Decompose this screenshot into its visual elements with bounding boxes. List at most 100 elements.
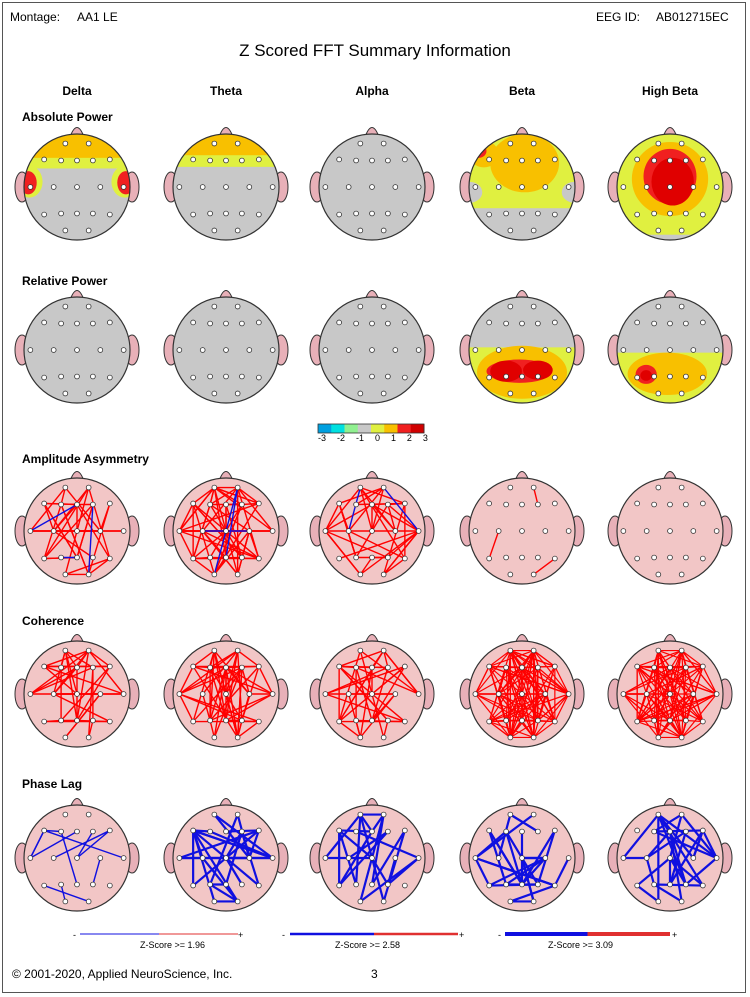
electrode [269, 855, 276, 861]
connection-line [225, 666, 273, 695]
electrode [176, 184, 183, 190]
electrode [667, 501, 673, 508]
connection-line [192, 830, 216, 902]
connection-line [509, 720, 523, 738]
topo-map-0-1 [163, 127, 289, 241]
electrode [107, 827, 113, 834]
electrode [683, 501, 689, 508]
electrode [246, 855, 253, 861]
electrode [223, 691, 229, 697]
electrode [507, 484, 514, 491]
electrode [519, 501, 525, 508]
electrode [58, 157, 64, 164]
electrode [85, 140, 92, 147]
electrode [552, 663, 558, 670]
electrode [85, 811, 92, 818]
electrode [336, 555, 342, 562]
zscore-label-3: Z-Score >= 3.09 [548, 940, 614, 950]
electrode [223, 855, 229, 861]
electrode [74, 320, 80, 327]
electrode [507, 140, 514, 147]
electrode [322, 691, 329, 697]
electrode [678, 571, 685, 578]
connection-line [209, 486, 239, 506]
electrode [27, 855, 34, 861]
electrode [353, 554, 359, 561]
electrode [211, 484, 218, 491]
connection-line [554, 693, 570, 722]
electrode [542, 691, 549, 697]
electrode [90, 320, 96, 327]
electrode [336, 374, 342, 381]
connection-line [60, 487, 67, 505]
electrode [402, 374, 408, 381]
connection-line [636, 666, 648, 695]
electrode [542, 184, 549, 190]
connection-line [646, 665, 704, 695]
topo-map-2-3 [459, 471, 585, 585]
connection-line [544, 693, 556, 722]
electrode [530, 390, 537, 397]
connection-line [488, 530, 500, 559]
connection-line [521, 829, 556, 886]
connection-line [213, 650, 250, 695]
electrode [62, 390, 69, 397]
row-label-phase-lag: Phase Lag [22, 777, 83, 791]
connection-line [324, 487, 361, 532]
connection-line [681, 650, 704, 667]
electrode [503, 501, 509, 508]
connection-line [474, 650, 511, 695]
electrode [62, 734, 69, 741]
colorscale-segment [318, 424, 332, 433]
electrode [107, 374, 113, 381]
connection-line [324, 813, 362, 859]
head-outline [468, 133, 576, 241]
connection-line [636, 857, 671, 887]
electrode [234, 898, 241, 905]
electrode [678, 390, 685, 397]
electrode [176, 528, 183, 534]
electrode [700, 827, 706, 834]
zscore-minus: - [73, 930, 76, 940]
head-outline [616, 640, 724, 748]
electrode [634, 211, 640, 218]
connection-line [533, 721, 556, 738]
connection-line [44, 829, 62, 833]
electrode [62, 811, 69, 818]
electrode [385, 881, 391, 888]
connection-line [53, 487, 90, 532]
row-label-absolute-power: Absolute Power [22, 110, 113, 124]
electrode [120, 691, 127, 697]
electrode [239, 157, 245, 164]
electrode [678, 898, 685, 905]
connection-line [488, 829, 523, 886]
electrode [565, 184, 572, 190]
connection-line [653, 650, 659, 668]
electrode [700, 555, 706, 562]
electrode [41, 319, 47, 326]
electrode [234, 571, 241, 578]
electrode [345, 691, 352, 697]
connection-line [657, 650, 671, 668]
electrode [700, 500, 706, 507]
head-outline [172, 804, 280, 912]
topo-map-0-4 [607, 127, 733, 241]
electrode [234, 734, 241, 741]
electrode [385, 554, 391, 561]
electrode [380, 811, 387, 818]
electrode [519, 554, 525, 561]
connection-line [348, 830, 389, 859]
connection-line [192, 829, 274, 860]
topo-map-0-2 [309, 127, 435, 241]
electrode [336, 500, 342, 507]
electrode [380, 303, 387, 310]
electrode [336, 827, 342, 834]
electrode [239, 664, 245, 671]
connection-line [225, 504, 243, 532]
electrode [655, 647, 662, 654]
connection-line [225, 487, 239, 558]
electrode [223, 881, 229, 888]
connection-line [636, 665, 717, 695]
connection-line [533, 650, 539, 721]
colorscale-segment [344, 424, 359, 433]
